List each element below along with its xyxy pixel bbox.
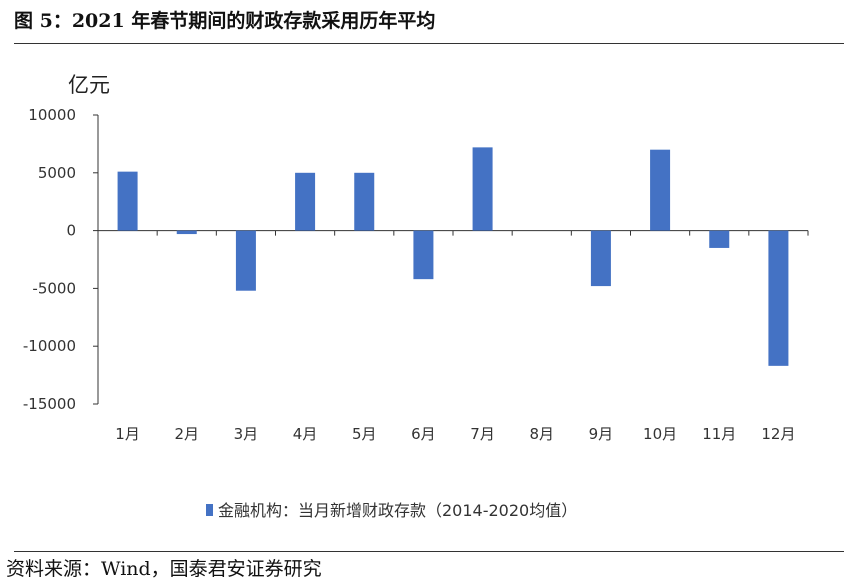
x-tick-label: 4月 <box>293 425 318 443</box>
chart-title: 图 5：2021 年春节期间的财政存款采用历年平均 <box>14 10 436 32</box>
bars <box>117 147 789 366</box>
x-tick-label: 10月 <box>643 425 677 443</box>
x-tick-label: 2月 <box>174 425 199 443</box>
x-tick-labels: 1月 2月 3月 4月 5月 6月 7月 8月 9月 10月 11月 12月 <box>115 425 795 443</box>
bar-5 <box>354 172 375 231</box>
legend-swatch <box>206 504 213 516</box>
y-tick-label: 0 <box>66 222 76 240</box>
axes <box>93 114 809 405</box>
y-tick-labels: 10000 5000 0 -5000 -10000 -15000 <box>23 106 76 413</box>
bar-3 <box>235 230 256 291</box>
bar-9 <box>590 230 611 287</box>
bar-11 <box>709 230 730 248</box>
x-tick-label: 6月 <box>411 425 436 443</box>
legend: 金融机构：当月新增财政存款（2014-2020均值） <box>206 501 577 520</box>
bar-10 <box>650 149 671 231</box>
y-tick-label: -15000 <box>23 395 76 413</box>
bar-4 <box>295 172 316 231</box>
bottom-divider <box>14 551 844 552</box>
x-tick-label: 11月 <box>702 425 736 443</box>
y-tick-label: -10000 <box>23 337 76 355</box>
x-tick-label: 3月 <box>234 425 259 443</box>
bar-7 <box>472 147 493 231</box>
bar-6 <box>413 230 434 280</box>
legend-label: 金融机构：当月新增财政存款（2014-2020均值） <box>218 501 577 520</box>
x-tick-label: 8月 <box>529 425 554 443</box>
x-tick-label: 7月 <box>470 425 495 443</box>
bar-12 <box>768 230 789 366</box>
y-tick-label: 10000 <box>28 106 76 124</box>
source-note: 资料来源：Wind，国泰君安证券研究 <box>6 558 322 580</box>
x-tick-label: 5月 <box>352 425 377 443</box>
y-tick-label: -5000 <box>32 279 76 297</box>
y-axis-unit-label: 亿元 <box>68 73 110 97</box>
bar-chart: 亿元 10000 5000 0 -5000 -10000 -15000 1月 2月 3月 4月 5… <box>23 73 809 520</box>
x-tick-label: 12月 <box>761 425 795 443</box>
bar-2 <box>176 230 197 235</box>
bar-1 <box>117 171 138 231</box>
x-tick-label: 9月 <box>589 425 614 443</box>
x-tick-label: 1月 <box>115 425 140 443</box>
y-tick-label: 5000 <box>38 164 76 182</box>
top-divider <box>14 43 844 44</box>
